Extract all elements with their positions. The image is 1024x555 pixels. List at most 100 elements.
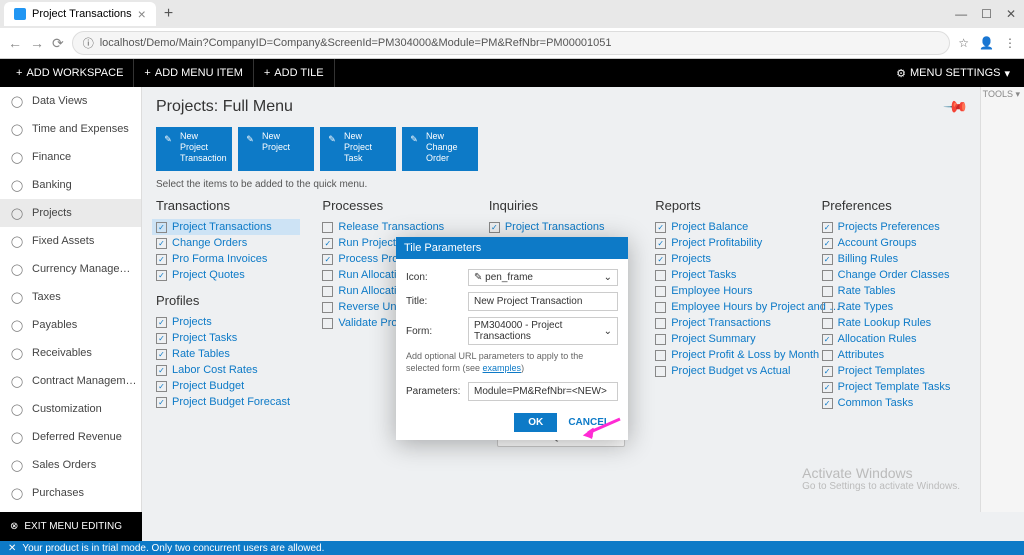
checkbox-icon[interactable]: ✓ [156, 238, 167, 249]
checkbox-icon[interactable]: ✓ [822, 222, 833, 233]
minimize-icon[interactable]: — [955, 7, 967, 21]
ok-button[interactable]: OK [514, 413, 557, 432]
sidebar-item[interactable]: ◯Receivables [0, 339, 141, 367]
checkbox-icon[interactable] [655, 366, 666, 377]
sidebar-item[interactable]: ◯Purchases [0, 479, 141, 507]
new-tab-button[interactable]: + [156, 5, 181, 23]
tools-button[interactable]: TOOLS ▾ [983, 89, 1020, 100]
menu-link[interactable]: Rate Tables [822, 283, 966, 299]
checkbox-icon[interactable] [322, 222, 333, 233]
checkbox-icon[interactable]: ✓ [156, 349, 167, 360]
pin-icon[interactable]: 📌 [942, 93, 970, 121]
title-input[interactable] [468, 292, 618, 311]
menu-settings-button[interactable]: ⚙MENU SETTINGS ▾ [888, 67, 1018, 80]
checkbox-icon[interactable] [322, 286, 333, 297]
sidebar-item[interactable]: ◯Deferred Revenue [0, 423, 141, 451]
checkbox-icon[interactable] [822, 318, 833, 329]
menu-link[interactable]: Employee Hours [655, 283, 799, 299]
back-icon[interactable]: ← [8, 35, 22, 51]
checkbox-icon[interactable]: ✓ [655, 254, 666, 265]
checkbox-icon[interactable] [822, 350, 833, 361]
profile-icon[interactable]: 👤 [979, 36, 994, 50]
url-input[interactable]: ⓘ localhost/Demo/Main?CompanyID=Company&… [72, 31, 951, 55]
sidebar-item[interactable]: ◯Sales Orders [0, 451, 141, 479]
reload-icon[interactable]: ⟳ [52, 35, 64, 52]
sidebar-item[interactable]: ◯Finance [0, 143, 141, 171]
checkbox-icon[interactable]: ✓ [322, 254, 333, 265]
add-workspace-button[interactable]: +ADD WORKSPACE [6, 59, 134, 87]
checkbox-icon[interactable]: ✓ [822, 254, 833, 265]
menu-link[interactable]: Project Transactions [655, 315, 799, 331]
sidebar-item[interactable]: ◯Payables [0, 311, 141, 339]
menu-link[interactable]: ✓Projects Preferences [822, 219, 966, 235]
menu-link[interactable]: Rate Lookup Rules [822, 315, 966, 331]
menu-link[interactable]: ✓Project Balance [655, 219, 799, 235]
sidebar-item[interactable]: ◯Fixed Assets [0, 227, 141, 255]
checkbox-icon[interactable]: ✓ [156, 317, 167, 328]
menu-link[interactable]: ✓Pro Forma Invoices [156, 251, 300, 267]
menu-link[interactable]: ✓Project Profitability [655, 235, 799, 251]
sidebar-item[interactable]: ◯Projects [0, 199, 141, 227]
menu-link[interactable]: Release Transactions [322, 219, 466, 235]
checkbox-icon[interactable]: ✓ [156, 381, 167, 392]
menu-link[interactable]: ✓Project Templates [822, 363, 966, 379]
checkbox-icon[interactable] [655, 302, 666, 313]
tile[interactable]: ✎NewProjectTask [320, 127, 396, 171]
menu-link[interactable]: ✓Projects [156, 314, 300, 330]
params-input[interactable] [468, 382, 618, 401]
menu-link[interactable]: Project Budget vs Actual [655, 363, 799, 379]
checkbox-icon[interactable] [655, 270, 666, 281]
menu-link[interactable]: ✓Projects [655, 251, 799, 267]
sidebar-item[interactable]: ◯Customization [0, 395, 141, 423]
checkbox-icon[interactable]: ✓ [655, 238, 666, 249]
checkbox-icon[interactable]: ✓ [156, 254, 167, 265]
checkbox-icon[interactable] [822, 286, 833, 297]
menu-link[interactable]: ✓Allocation Rules [822, 331, 966, 347]
menu-link[interactable]: Project Tasks [655, 267, 799, 283]
checkbox-icon[interactable] [822, 270, 833, 281]
sidebar-item[interactable]: ◯Data Views [0, 87, 141, 115]
checkbox-icon[interactable]: ✓ [822, 366, 833, 377]
menu-link[interactable]: Attributes [822, 347, 966, 363]
examples-link[interactable]: examples [483, 363, 522, 373]
checkbox-icon[interactable]: ✓ [156, 333, 167, 344]
menu-link[interactable]: ✓Project Quotes [156, 267, 300, 283]
menu-link[interactable]: Project Profit & Loss by Month [655, 347, 799, 363]
sidebar-item[interactable]: ◯Banking [0, 171, 141, 199]
sidebar-item[interactable]: ◯Time and Expenses [0, 115, 141, 143]
menu-link[interactable]: ✓Common Tasks [822, 395, 966, 411]
checkbox-icon[interactable]: ✓ [156, 365, 167, 376]
checkbox-icon[interactable]: ✓ [655, 222, 666, 233]
checkbox-icon[interactable]: ✓ [822, 238, 833, 249]
star-icon[interactable]: ☆ [958, 36, 969, 50]
checkbox-icon[interactable]: ✓ [156, 270, 167, 281]
checkbox-icon[interactable]: ✓ [822, 398, 833, 409]
checkbox-icon[interactable]: ✓ [822, 382, 833, 393]
menu-link[interactable]: ✓Billing Rules [822, 251, 966, 267]
menu-link[interactable]: Employee Hours by Project and … [655, 299, 799, 315]
menu-link[interactable]: Project Summary [655, 331, 799, 347]
checkbox-icon[interactable] [322, 302, 333, 313]
menu-link[interactable]: ✓Labor Cost Rates [156, 362, 300, 378]
form-select[interactable]: PM304000 - Project Transactions⌄ [468, 317, 618, 345]
menu-link[interactable]: ✓Project Transactions [489, 219, 633, 235]
menu-link[interactable]: Change Order Classes [822, 267, 966, 283]
checkbox-icon[interactable]: ✓ [156, 222, 167, 233]
checkbox-icon[interactable]: ✓ [156, 397, 167, 408]
checkbox-icon[interactable] [655, 318, 666, 329]
close-window-icon[interactable]: ✕ [1006, 7, 1016, 21]
tile[interactable]: ✎NewProject [238, 127, 314, 171]
menu-link[interactable]: ✓Project Budget Forecast [156, 394, 300, 410]
checkbox-icon[interactable]: ✓ [489, 222, 500, 233]
checkbox-icon[interactable]: ✓ [322, 238, 333, 249]
menu-link[interactable]: Rate Types [822, 299, 966, 315]
sidebar-item[interactable]: ◯Taxes [0, 283, 141, 311]
icon-select[interactable]: ✎ pen_frame⌄ [468, 269, 618, 286]
menu-icon[interactable]: ⋮ [1004, 36, 1016, 50]
menu-link[interactable]: ✓Project Tasks [156, 330, 300, 346]
forward-icon[interactable]: → [30, 35, 44, 51]
close-icon[interactable]: × [138, 6, 146, 22]
checkbox-icon[interactable] [655, 286, 666, 297]
maximize-icon[interactable]: ☐ [981, 7, 992, 21]
tile[interactable]: ✎NewChangeOrder [402, 127, 478, 171]
